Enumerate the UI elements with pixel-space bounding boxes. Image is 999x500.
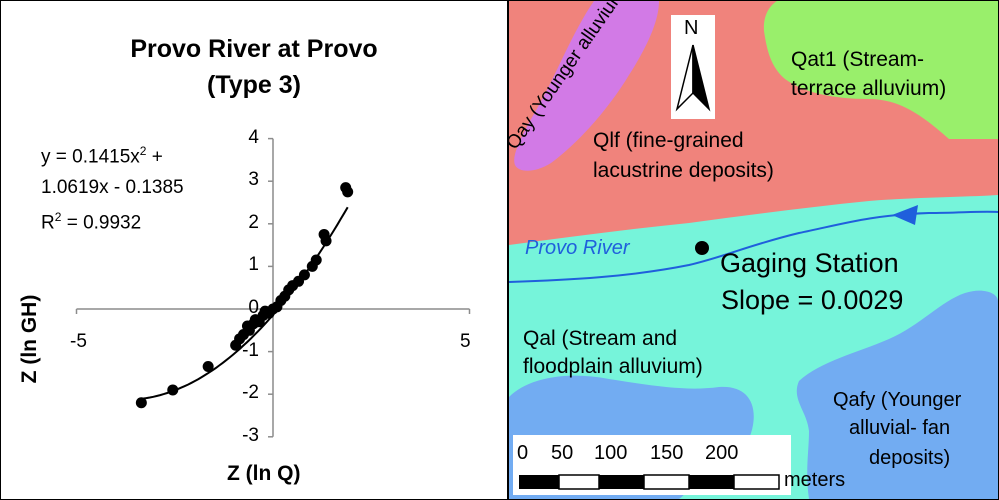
chart-subtitle: (Type 3) bbox=[207, 71, 301, 99]
y-tick-label: 4 bbox=[248, 127, 259, 148]
scale-tick-label: 100 bbox=[594, 442, 628, 464]
map-unit-qat1-label-1: Qat1 (Stream- bbox=[791, 48, 925, 71]
y-axis-label: Z (ln GH) bbox=[18, 294, 41, 384]
north-label: N bbox=[684, 17, 699, 39]
stream-terrace-area bbox=[763, 1, 998, 139]
scale-unit-label: meters bbox=[784, 469, 846, 491]
map-unit-qal-label-1: Qal (Stream and bbox=[523, 327, 678, 350]
map-unit-qlf-label-1: Qlf (fine-grained bbox=[593, 129, 744, 152]
y-tick-label: -2 bbox=[242, 382, 259, 403]
chart-canvas bbox=[75, 137, 471, 438]
data-point bbox=[298, 269, 310, 281]
equation-exponent-1: 2 bbox=[139, 144, 147, 158]
map-unit-qafy-label-1: Qafy (Younger bbox=[833, 389, 962, 411]
map-unit-qat1-label-2: terrace alluvium) bbox=[791, 77, 947, 100]
younger-alluvium-area bbox=[514, 1, 659, 171]
river-label: Provo River bbox=[525, 237, 630, 259]
x-axis-label: Z (ln Q) bbox=[227, 462, 301, 485]
scale-segment bbox=[558, 474, 600, 490]
gaging-station-marker bbox=[695, 241, 709, 255]
map-unit-qlf-label-2: lacustrine deposits) bbox=[593, 159, 774, 182]
data-point bbox=[342, 186, 354, 198]
scale-tick-label: 200 bbox=[705, 442, 739, 464]
data-point bbox=[167, 384, 179, 396]
scale-segment bbox=[599, 475, 644, 489]
map-unit-qafy-label-3: deposits) bbox=[869, 447, 951, 469]
geologic-map: N Qay (Younger alluvium) Qlf (fine-grain… bbox=[508, 0, 999, 500]
scale-segment bbox=[733, 474, 780, 490]
data-point bbox=[310, 254, 322, 266]
y-tick-label: -1 bbox=[242, 340, 259, 361]
scale-tick-label: 150 bbox=[650, 442, 684, 464]
equation-plus: + bbox=[146, 146, 163, 168]
data-points bbox=[135, 182, 354, 409]
y-tick-label: -3 bbox=[242, 425, 259, 446]
alluvial-fan-area-east bbox=[796, 290, 998, 499]
r-squared-line: R2 = 0.9932 bbox=[41, 210, 141, 234]
map-unit-qal-label-2: floodplain alluvium) bbox=[523, 355, 703, 378]
chart-title: Provo River at Provo bbox=[130, 35, 378, 63]
regression-equation-line-1: y = 0.1415x2 + bbox=[41, 144, 163, 168]
y-tick-label: 2 bbox=[248, 212, 259, 233]
scale-segment bbox=[689, 475, 734, 489]
provo-river-line bbox=[509, 210, 998, 283]
scale-tick-label: 0 bbox=[517, 442, 529, 464]
data-point bbox=[320, 235, 332, 247]
scale-segment bbox=[519, 475, 559, 489]
scale-tick-label: 50 bbox=[551, 442, 574, 464]
x-tick-label: 5 bbox=[460, 331, 471, 352]
north-arrow-icon bbox=[692, 44, 711, 112]
map-canvas bbox=[509, 1, 998, 499]
r-squared-value: = 0.9932 bbox=[61, 212, 142, 234]
regression-equation-line-2: 1.0619x - 0.1385 bbox=[41, 177, 184, 198]
rating-curve-chart: Provo River at Provo (Type 3) y = 0.1415… bbox=[0, 0, 508, 500]
station-slope-label: Slope = 0.0029 bbox=[721, 285, 904, 315]
x-tick-label: -5 bbox=[70, 331, 87, 352]
scale-segment bbox=[643, 474, 690, 490]
map-unit-qafy-label-2: alluvial- fan bbox=[849, 417, 951, 439]
y-tick-label: 0 bbox=[248, 297, 259, 318]
station-label: Gaging Station bbox=[720, 248, 899, 278]
y-tick-label: 3 bbox=[248, 169, 259, 190]
r-squared-symbol: R bbox=[41, 212, 55, 234]
y-tick-label: 1 bbox=[248, 254, 259, 275]
data-point bbox=[135, 397, 147, 409]
river-flow-arrow bbox=[892, 205, 918, 225]
equation-part-1: y = 0.1415x bbox=[41, 146, 140, 168]
data-point bbox=[202, 361, 214, 373]
r-squared-exponent: 2 bbox=[54, 210, 62, 224]
